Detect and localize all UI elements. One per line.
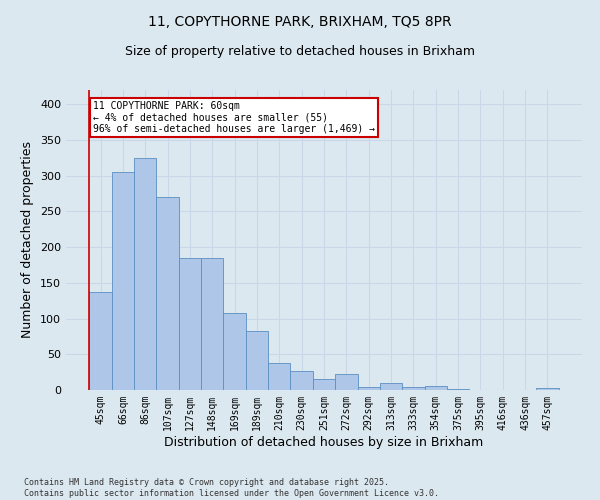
Y-axis label: Number of detached properties: Number of detached properties (22, 142, 34, 338)
Bar (201, 258, 223, 390)
Bar (358, 387, 380, 390)
Bar (89, 292, 112, 390)
Bar (134, 158, 157, 390)
Bar (380, 383, 402, 390)
Bar (268, 363, 290, 390)
Bar (335, 374, 358, 390)
Bar (179, 258, 201, 390)
Bar (246, 330, 268, 390)
Bar (112, 172, 134, 390)
Text: Contains HM Land Registry data © Crown copyright and database right 2025.
Contai: Contains HM Land Registry data © Crown c… (24, 478, 439, 498)
Bar (313, 378, 335, 390)
Bar (157, 197, 179, 390)
Text: 11, COPYTHORNE PARK, BRIXHAM, TQ5 8PR: 11, COPYTHORNE PARK, BRIXHAM, TQ5 8PR (148, 15, 452, 29)
Bar (402, 387, 425, 390)
Bar (290, 370, 313, 390)
Text: 11 COPYTHORNE PARK: 60sqm
← 4% of detached houses are smaller (55)
96% of semi-d: 11 COPYTHORNE PARK: 60sqm ← 4% of detach… (93, 100, 375, 134)
Bar (425, 386, 447, 390)
X-axis label: Distribution of detached houses by size in Brixham: Distribution of detached houses by size … (164, 436, 484, 448)
Bar (223, 313, 246, 390)
Text: Size of property relative to detached houses in Brixham: Size of property relative to detached ho… (125, 45, 475, 58)
Bar (536, 388, 559, 390)
